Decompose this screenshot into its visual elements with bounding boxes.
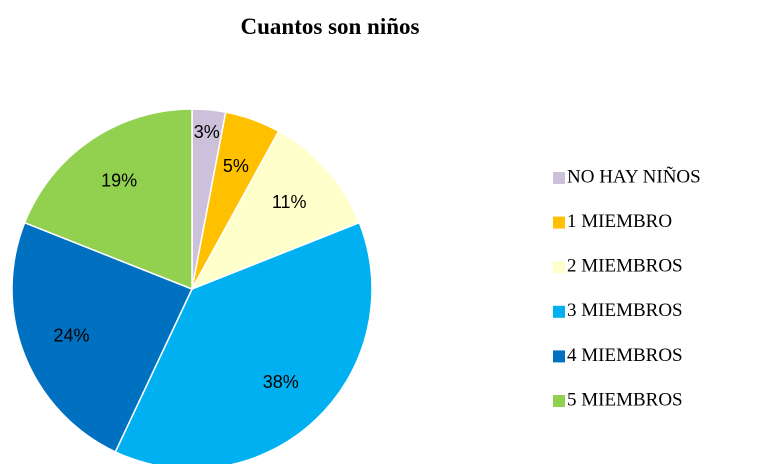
data-label: 5% [223,156,249,176]
legend-swatch [553,395,565,407]
pie-slice [114,221,373,464]
data-label: 19% [101,171,137,191]
legend-label: NO HAY NIÑOS [567,165,701,187]
legend-swatch [553,172,565,184]
legend-label: 2 MIEMBROS [567,256,683,277]
legend-swatch [553,261,565,274]
legend-label: 1 MIEMBRO [567,211,672,232]
data-label: 3% [194,122,220,142]
legend-swatch [553,350,565,363]
legend-label: 3 MIEMBROS [567,300,683,321]
pie-slice [11,221,194,453]
legend-swatch [553,216,565,229]
data-label: 24% [53,325,89,345]
data-label: 38% [263,372,299,392]
pie-slice [190,130,361,291]
chart-title: Cuantos son niños [241,14,420,39]
pie-slice [23,108,193,291]
legend-swatch [553,305,565,318]
data-label: 11% [272,192,307,212]
legend-label: 5 MIEMBROS [567,389,683,410]
legend-label: 4 MIEMBROS [567,345,683,366]
